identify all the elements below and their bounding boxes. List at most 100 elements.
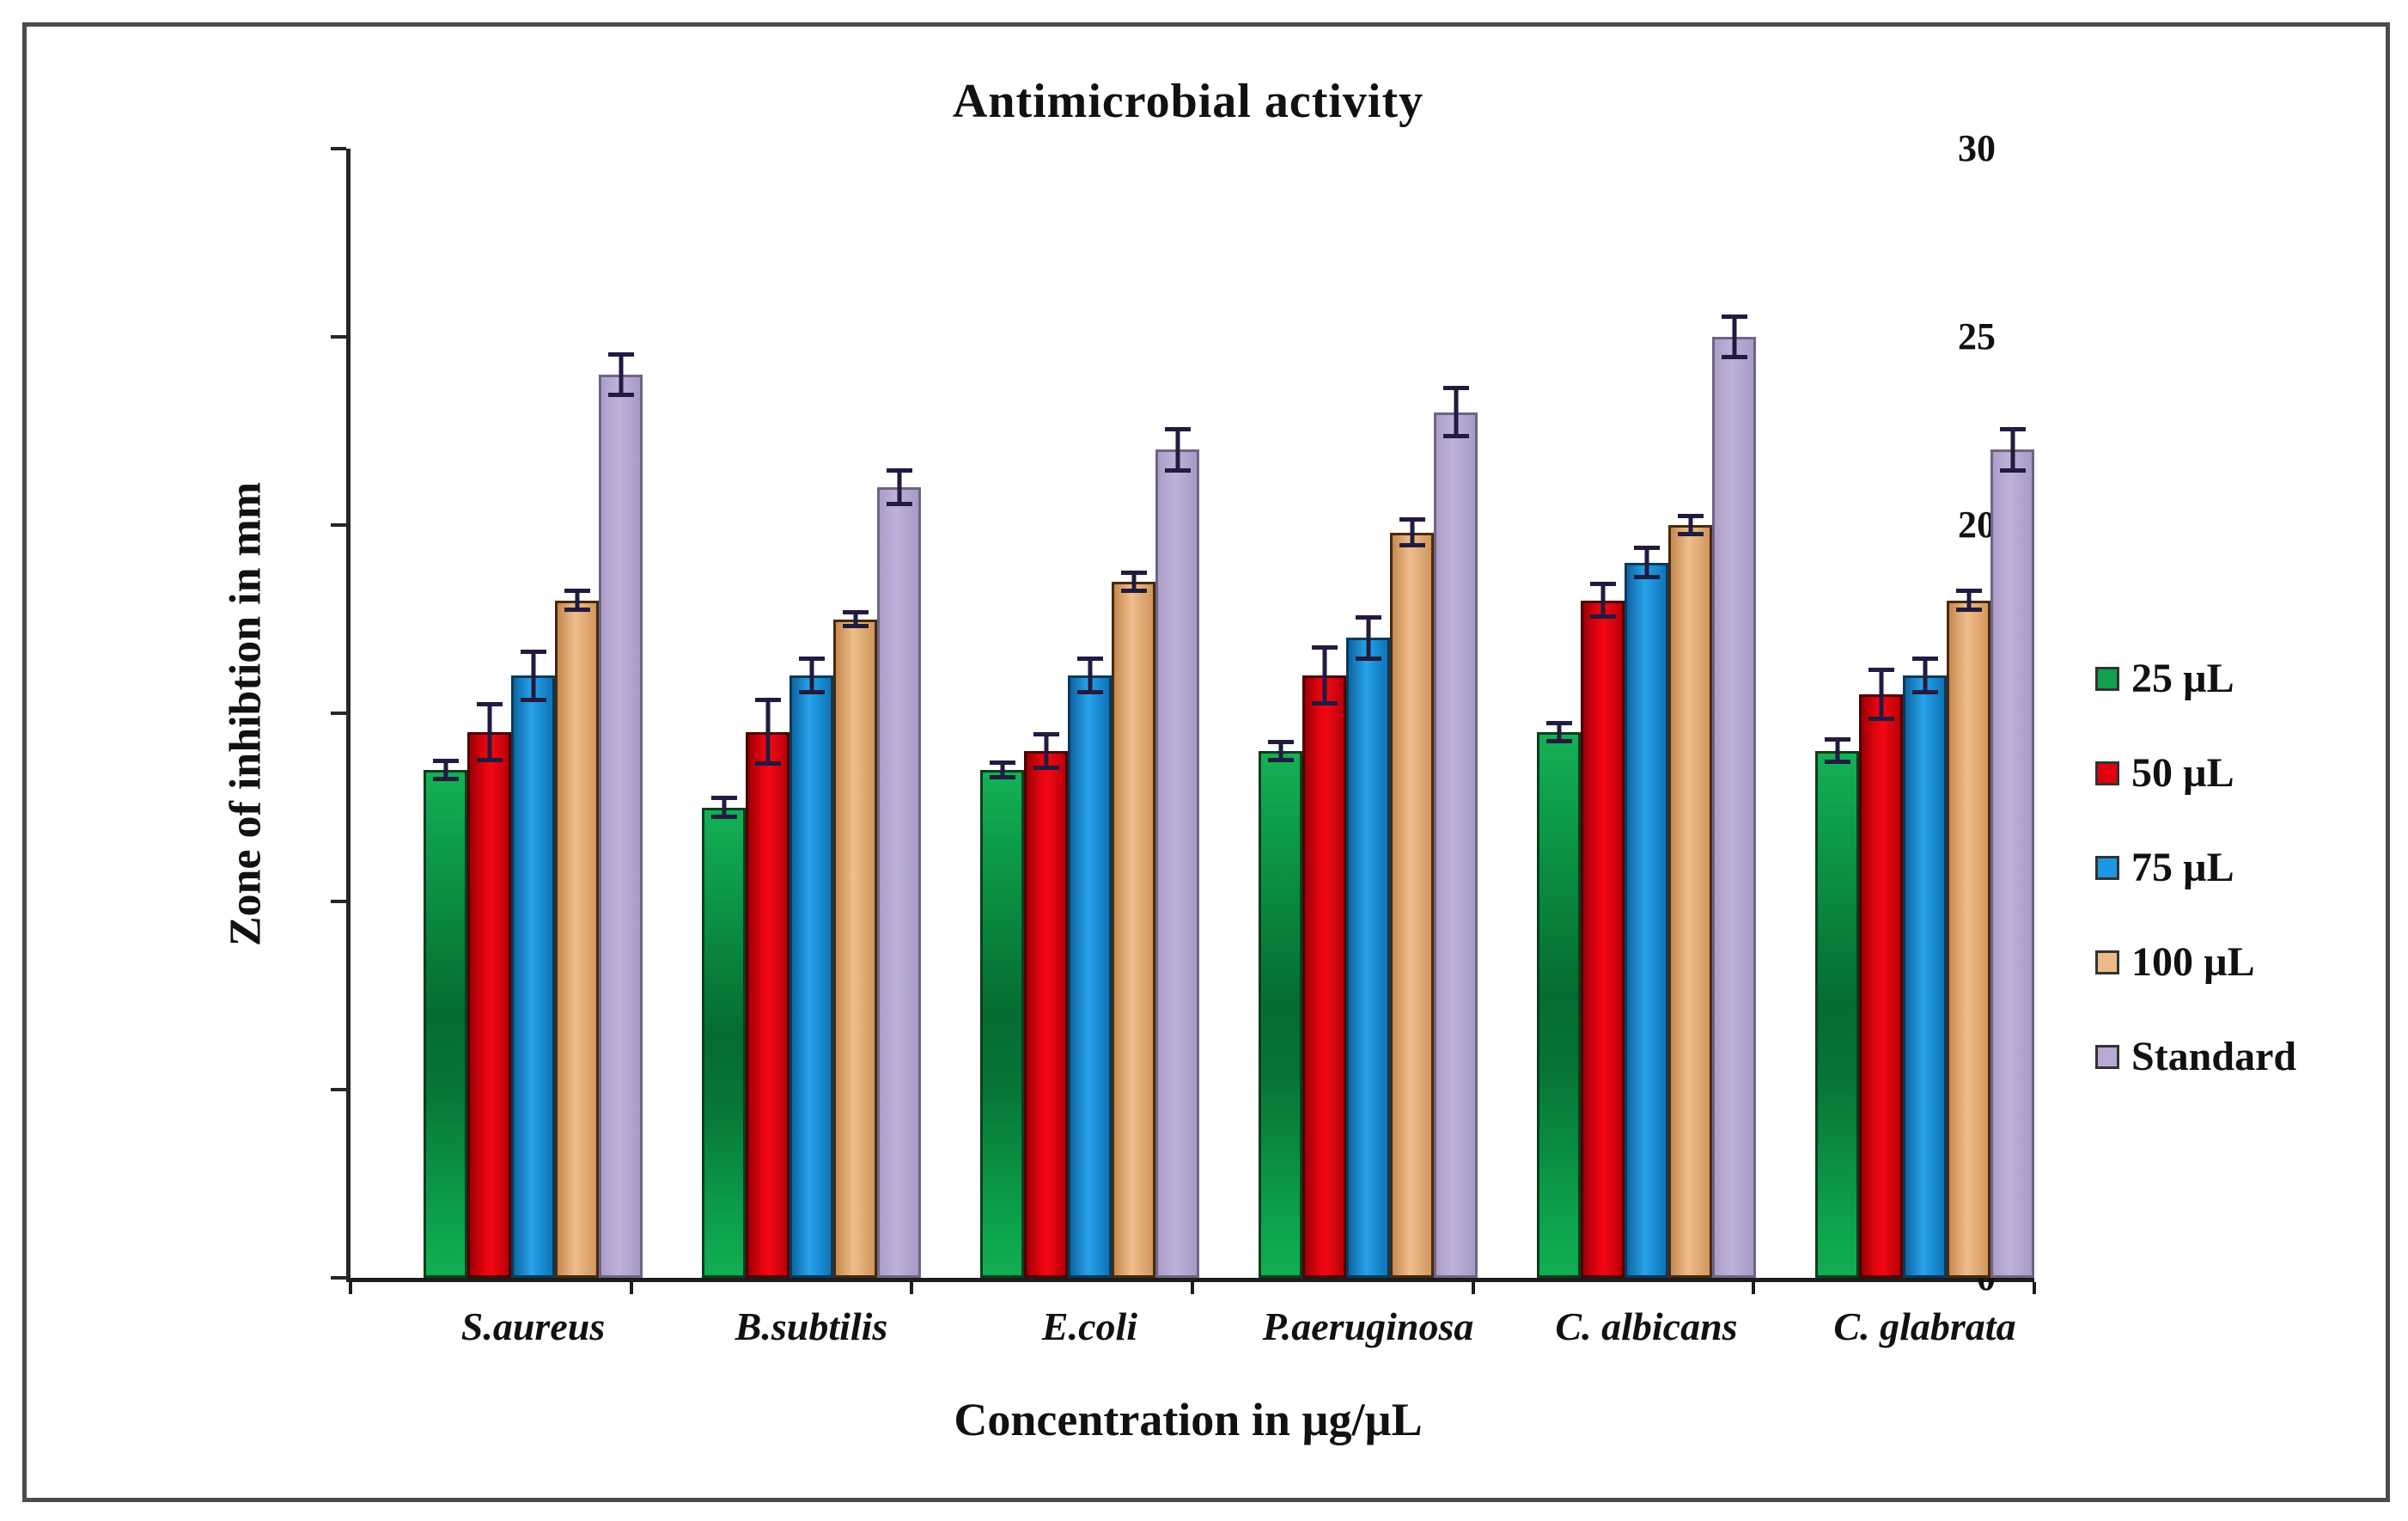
error-bar <box>1302 645 1346 706</box>
y-tick-label: 25 <box>1958 315 1996 357</box>
bar-25-µL-P.aeruginosa <box>1259 750 1302 1278</box>
category-label-S.aureus: S.aureus <box>460 1304 606 1348</box>
bar-75-µL-C.-albicans <box>1625 562 1668 1278</box>
x-tick-mark <box>910 1282 914 1294</box>
error-bar <box>1712 314 1756 360</box>
error-bar <box>467 701 511 762</box>
legend-label: 100 µL <box>2131 939 2255 985</box>
legend-label: 50 µL <box>2131 750 2234 796</box>
legend-label: 25 µL <box>2131 656 2234 701</box>
error-bar <box>1668 513 1712 537</box>
bar-75-µL-E.coli <box>1068 675 1112 1278</box>
bar-100-µL-C.-glabrata <box>1947 600 1990 1278</box>
legend-item-50-µL: 50 µL <box>2095 753 2296 794</box>
category-label-C.-glabrata: C. glabrata <box>1833 1304 2016 1348</box>
error-bar <box>1259 739 1302 762</box>
y-tick-mark <box>331 900 346 903</box>
y-tick-mark <box>331 712 346 715</box>
bar-Standard-C.-albicans <box>1712 337 1756 1278</box>
error-bar <box>1947 589 1990 612</box>
y-tick-mark <box>331 147 346 150</box>
bar-100-µL-B.subtilis <box>833 619 877 1278</box>
error-bar <box>424 758 467 781</box>
y-tick-mark <box>331 1276 346 1280</box>
error-bar <box>980 760 1024 779</box>
bar-25-µL-C.-glabrata <box>1815 750 1859 1278</box>
bar-100-µL-S.aureus <box>555 600 599 1278</box>
legend-label: 75 µL <box>2131 845 2234 890</box>
y-axis-label: Zone of inhibtion in mm <box>221 481 271 947</box>
error-bar <box>1155 427 1199 473</box>
error-bar <box>789 657 833 695</box>
legend-swatch <box>2095 1045 2119 1069</box>
bar-50-µL-E.coli <box>1024 750 1068 1278</box>
bar-50-µL-C.-albicans <box>1581 600 1625 1278</box>
error-bar <box>1903 657 1947 695</box>
y-tick-label: 30 <box>1958 127 1996 169</box>
bar-75-µL-S.aureus <box>511 675 555 1278</box>
error-bar <box>599 351 643 398</box>
legend: 25 µL 50 µL 75 µL 100 µL Standard <box>2095 658 2296 1078</box>
legend-item-100-µL: 100 µL <box>2095 942 2296 983</box>
error-bar <box>1990 427 2034 473</box>
bar-Standard-B.subtilis <box>877 487 921 1278</box>
bar-25-µL-E.coli <box>980 769 1024 1278</box>
bar-50-µL-P.aeruginosa <box>1302 675 1346 1278</box>
error-bar <box>1434 385 1478 439</box>
bar-100-µL-C.-albicans <box>1668 525 1712 1278</box>
x-tick-mark <box>2033 1282 2036 1294</box>
legend-label: Standard <box>2131 1034 2297 1079</box>
x-tick-mark <box>1471 1282 1475 1294</box>
bar-50-µL-S.aureus <box>467 731 511 1278</box>
plot-area: 051015202530S.aureusB.subtilisE.coliP.ae… <box>331 130 2036 1348</box>
bar-Standard-E.coli <box>1155 449 1199 1278</box>
y-tick-mark <box>331 335 346 339</box>
error-bar <box>1024 731 1068 770</box>
error-bar <box>1068 657 1112 695</box>
x-tick-mark <box>349 1282 352 1294</box>
bar-Standard-P.aeruginosa <box>1434 412 1478 1278</box>
bar-75-µL-B.subtilis <box>789 675 833 1278</box>
bar-100-µL-E.coli <box>1112 581 1155 1278</box>
bar-75-µL-C.-glabrata <box>1903 675 1947 1278</box>
error-bar <box>702 796 746 819</box>
x-tick-mark <box>1752 1282 1756 1294</box>
x-tick-mark <box>629 1282 633 1294</box>
legend-swatch <box>2095 950 2119 974</box>
error-bar <box>877 468 921 507</box>
x-axis-label: Concentration in µg/µL <box>954 1394 1423 1445</box>
bar-50-µL-B.subtilis <box>746 731 789 1278</box>
y-tick-label: 20 <box>1958 504 1996 546</box>
x-tick-mark <box>1191 1282 1194 1294</box>
bar-Standard-S.aureus <box>599 374 643 1278</box>
bar-50-µL-C.-glabrata <box>1859 694 1903 1278</box>
error-bar <box>1625 546 1668 580</box>
error-bar <box>511 649 555 702</box>
chart-title: Antimicrobial activity <box>952 75 1424 128</box>
figure-frame: Antimicrobial activity Zone of inhibtion… <box>22 22 2390 1502</box>
legend-item-75-µL: 75 µL <box>2095 847 2296 889</box>
legend-swatch <box>2095 761 2119 785</box>
bar-25-µL-C.-albicans <box>1537 731 1581 1278</box>
error-bar <box>1390 517 1434 548</box>
error-bar <box>1581 581 1625 620</box>
bar-Standard-C.-glabrata <box>1990 449 2034 1278</box>
y-tick-mark <box>331 1088 346 1091</box>
legend-swatch <box>2095 667 2119 691</box>
error-bar <box>746 698 789 767</box>
error-bar <box>1346 615 1390 661</box>
error-bar <box>1859 668 1903 721</box>
error-bar <box>1537 720 1581 744</box>
y-tick-mark <box>331 523 346 527</box>
error-bar <box>1815 737 1859 765</box>
error-bar <box>833 609 877 629</box>
bar-100-µL-P.aeruginosa <box>1390 532 1434 1278</box>
category-label-E.coli: E.coli <box>1041 1304 1138 1348</box>
bar-25-µL-S.aureus <box>424 769 467 1278</box>
legend-item-Standard: Standard <box>2095 1036 2296 1078</box>
error-bar <box>1112 570 1155 593</box>
category-label-C.-albicans: C. albicans <box>1555 1304 1738 1348</box>
bar-75-µL-P.aeruginosa <box>1346 638 1390 1278</box>
category-label-B.subtilis: B.subtilis <box>735 1304 888 1348</box>
error-bar <box>555 589 599 612</box>
